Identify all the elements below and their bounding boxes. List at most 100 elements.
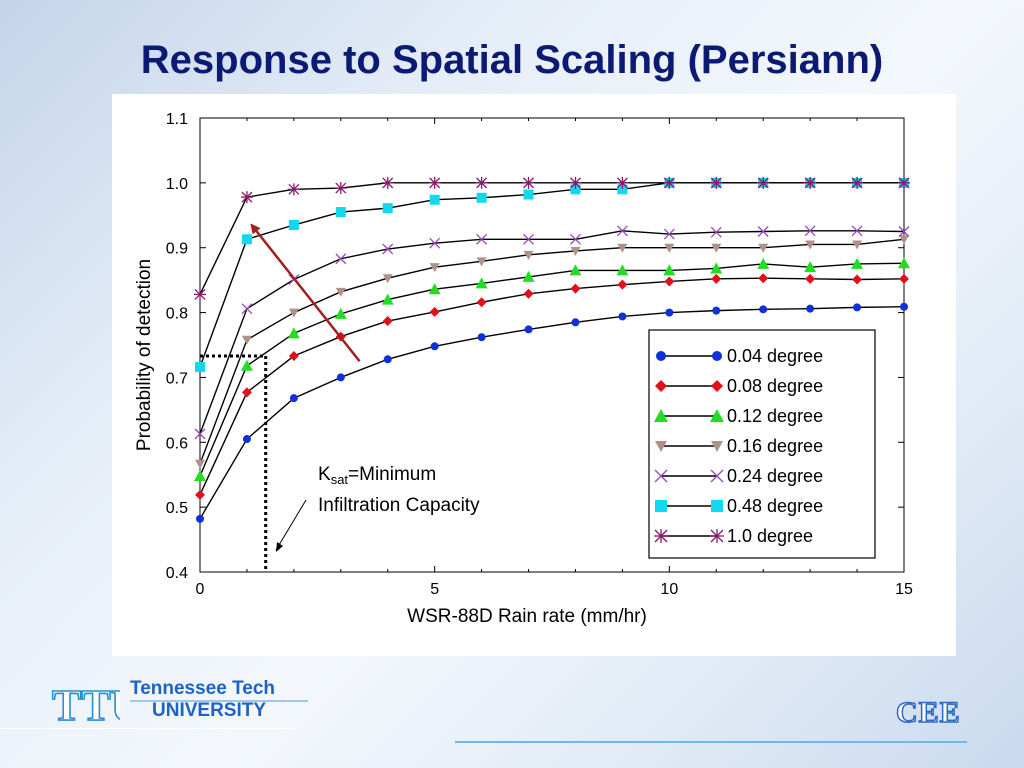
series-4 — [194, 225, 910, 440]
legend-item-4: 0.24 degree — [654, 466, 823, 486]
data-point — [900, 302, 908, 311]
reference-lines — [200, 354, 268, 572]
y-tick-label: 0.6 — [166, 435, 188, 452]
data-point — [289, 394, 298, 403]
line-chart: 0 5 10 15 0.4 0.5 0.6 0.7 0.8 0.9 1.0 1.1 Ksat=Mini… — [134, 111, 913, 627]
data-point — [196, 514, 204, 523]
legend: 0.04 degree 0.08 degree 0.12 degree 0.16 de… — [648, 329, 876, 559]
legend-label: 0.12 degree — [727, 406, 823, 426]
data-point — [570, 246, 581, 256]
series-line — [199, 306, 905, 520]
legend-label: 0.16 degree — [727, 436, 823, 456]
annotation-pointer — [275, 499, 307, 551]
data-point — [475, 277, 488, 289]
data-point — [711, 441, 723, 452]
data-point — [288, 220, 299, 231]
data-point — [712, 351, 722, 361]
trend-arrow-line — [250, 223, 361, 362]
data-point — [288, 308, 299, 318]
data-point — [569, 176, 582, 189]
data-point — [710, 226, 722, 238]
data-point — [712, 306, 721, 315]
data-point — [898, 176, 910, 189]
data-point — [571, 318, 580, 327]
data-point — [804, 176, 817, 189]
x-tick-label: 5 — [430, 581, 439, 598]
data-point — [616, 176, 629, 189]
data-point — [523, 250, 534, 260]
series-line — [199, 262, 905, 477]
data-point — [241, 335, 252, 345]
data-point — [242, 435, 251, 444]
data-point — [711, 243, 722, 253]
series-line — [199, 277, 905, 496]
legend-label: 0.48 degree — [727, 496, 823, 516]
annotation-pointer-head — [276, 542, 283, 552]
data-point — [758, 273, 769, 284]
slide-title: Response to Spatial Scaling (Persiann) — [140, 38, 884, 82]
data-point — [194, 428, 206, 440]
data-point — [898, 257, 910, 269]
y-tick-label: 0.9 — [166, 241, 188, 258]
data-point — [851, 176, 864, 189]
data-point — [663, 228, 675, 240]
series-6 — [194, 176, 910, 301]
data-point — [899, 273, 909, 284]
data-point — [664, 243, 675, 253]
data-point — [429, 194, 440, 205]
data-point — [381, 293, 394, 305]
series-0 — [196, 302, 908, 523]
annotation-line1: Ksat=Minimum — [318, 464, 436, 487]
data-point — [335, 207, 346, 218]
data-point — [757, 226, 769, 237]
data-point — [240, 359, 253, 371]
data-point — [655, 441, 667, 452]
data-point — [335, 253, 347, 265]
annotation: Ksat=Minimum Infiltration Capacity — [275, 464, 480, 552]
data-point — [899, 235, 909, 245]
data-point — [852, 240, 863, 250]
data-point — [570, 233, 581, 245]
data-point — [382, 316, 393, 327]
data-point — [382, 243, 394, 255]
legend-box — [648, 329, 876, 559]
data-point — [851, 257, 864, 269]
data-point — [804, 261, 817, 273]
data-point — [287, 327, 300, 339]
y-tick-label: 0.8 — [166, 306, 188, 323]
y-tick-label: 1.0 — [166, 176, 188, 193]
series-3 — [195, 235, 909, 469]
data-point — [523, 233, 534, 245]
legend-item-5: 0.48 degree — [655, 496, 823, 516]
data-point — [522, 176, 535, 189]
cee-logo: CEE — [895, 695, 961, 730]
data-point — [711, 273, 722, 284]
data-point — [655, 500, 667, 512]
data-point — [195, 489, 205, 500]
series-line — [199, 238, 905, 464]
data-point — [654, 529, 668, 543]
university-line1: Tennessee Tech — [130, 678, 276, 699]
legend-label: 0.24 degree — [727, 466, 823, 486]
data-point — [476, 257, 487, 267]
data-point — [522, 270, 535, 282]
legend-item-6: 1.0 degree — [654, 526, 813, 546]
data-point — [804, 225, 816, 237]
plot-frame — [199, 117, 905, 573]
data-point — [617, 184, 628, 195]
x-axis-label: WSR-88D Rain rate (mm/hr) — [407, 606, 647, 627]
data-point — [523, 189, 534, 200]
legend-item-3: 0.16 degree — [655, 436, 823, 456]
data-point — [382, 274, 393, 284]
y-tick-label: 0.4 — [166, 565, 188, 582]
axes-layer: 0 5 10 15 0.4 0.5 0.6 0.7 0.8 0.9 1.0 1.1 — [166, 111, 913, 598]
data-point — [569, 264, 582, 276]
data-point — [656, 351, 666, 361]
data-point — [805, 240, 816, 250]
data-point — [665, 308, 674, 317]
legend-item-1: 0.08 degree — [655, 376, 823, 396]
data-point — [195, 362, 205, 373]
data-point — [477, 333, 486, 342]
series-1 — [195, 273, 909, 500]
data-point — [616, 225, 628, 237]
